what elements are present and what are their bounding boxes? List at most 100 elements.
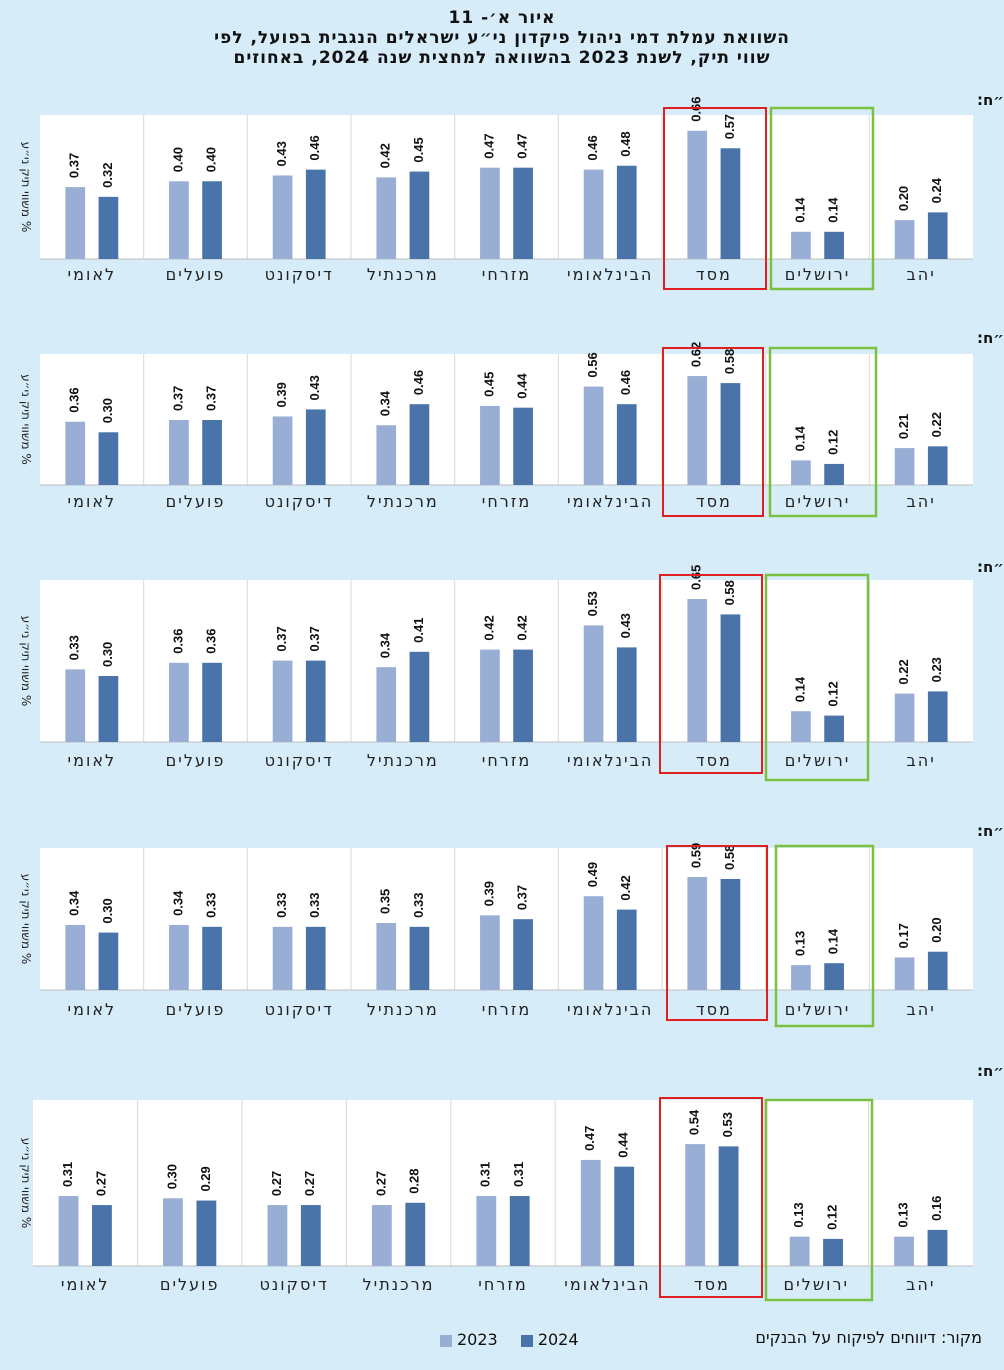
data-label-2024: 0.58 <box>722 580 737 605</box>
category-label: הבינלאומי <box>567 265 653 284</box>
data-label-2023: 0.14 <box>792 676 807 702</box>
data-label-2023: 0.22 <box>896 659 911 684</box>
data-label-2024: 0.48 <box>618 131 633 156</box>
data-label-2023: 0.36 <box>67 387 82 412</box>
bar-2023 <box>65 187 86 259</box>
bar-2023 <box>267 1205 288 1266</box>
panel-title: שווי תיק ני״ע בין 50 ל- 75 א׳ ש״ח: <box>977 329 1004 347</box>
bar-2023 <box>272 660 293 742</box>
bar-2024 <box>98 432 119 485</box>
plot-area <box>40 354 973 485</box>
data-label-2024: 0.58 <box>722 845 737 870</box>
data-label-2024: 0.44 <box>616 1132 631 1158</box>
bar-2024 <box>405 1202 426 1266</box>
bar-2023 <box>583 386 604 485</box>
data-label-2024: 0.14 <box>826 928 841 954</box>
data-label-2023: 0.59 <box>689 843 704 868</box>
data-label-2024: 0.12 <box>826 681 841 706</box>
data-label-2024: 0.57 <box>722 114 737 139</box>
data-label-2023: 0.47 <box>582 1126 597 1151</box>
category-label: דיסקונט <box>265 751 334 770</box>
bar-2023 <box>687 599 708 742</box>
bar-2023 <box>58 1196 79 1266</box>
category-label: הבינלאומי <box>567 751 653 770</box>
legend-label-2023: 2023 <box>457 1330 498 1349</box>
bar-2024 <box>927 212 948 259</box>
bar-2024 <box>513 167 533 259</box>
bar-2024 <box>98 676 119 742</box>
bar-2023 <box>687 130 708 259</box>
data-label-2023: 0.34 <box>67 890 82 916</box>
highlight-box-jerusalem <box>774 844 875 1028</box>
highlight-box-masad <box>666 845 768 1021</box>
data-label-2023: 0.37 <box>67 153 82 178</box>
bar-2023 <box>169 924 189 990</box>
bar-2024 <box>616 909 637 990</box>
data-label-2023: 0.13 <box>792 931 807 956</box>
data-label-2024: 0.30 <box>100 642 115 667</box>
bar-2024 <box>513 649 533 742</box>
bar-2023 <box>169 181 189 259</box>
data-label-2024: 0.33 <box>411 893 426 918</box>
plot-area <box>40 580 973 742</box>
data-label-2024: 0.37 <box>307 626 322 651</box>
bar-2024 <box>824 463 844 485</box>
category-label: דיסקונט <box>265 1000 334 1019</box>
bar-2024 <box>98 196 119 259</box>
data-label-2024: 0.30 <box>100 898 115 923</box>
bar-2024 <box>509 1196 530 1266</box>
bar-2023 <box>791 711 811 742</box>
bar-2024 <box>616 165 637 259</box>
data-label-2024: 0.16 <box>929 1196 944 1221</box>
bar-2024 <box>98 932 119 990</box>
data-label-2023: 0.27 <box>373 1171 388 1196</box>
data-label-2023: 0.42 <box>481 615 496 640</box>
bar-2024 <box>824 231 844 259</box>
data-label-2023: 0.39 <box>481 881 496 906</box>
bar-2023 <box>376 923 397 990</box>
data-label-2024: 0.58 <box>722 349 737 374</box>
bar-2024 <box>409 926 430 990</box>
data-label-2023: 0.53 <box>585 591 600 616</box>
highlight-box-jerusalem <box>764 573 870 782</box>
data-label-2023: 0.34 <box>378 632 393 658</box>
category-label: מזרחי <box>478 1275 527 1294</box>
data-label-2024: 0.33 <box>307 893 322 918</box>
bar-2024 <box>927 1229 948 1266</box>
data-label-2023: 0.37 <box>170 386 185 411</box>
category-label: דיסקונט <box>265 265 334 284</box>
data-label-2024: 0.12 <box>824 1205 839 1230</box>
data-label-2023: 0.13 <box>896 1202 911 1227</box>
plot-area <box>33 1100 973 1266</box>
data-label-2024: 0.12 <box>826 430 841 455</box>
bar-2024 <box>720 383 741 485</box>
data-label-2024: 0.37 <box>515 885 530 910</box>
category-label: פועלים <box>160 1275 220 1294</box>
data-label-2023: 0.42 <box>378 143 393 168</box>
highlight-box-masad <box>662 347 764 517</box>
data-label-2023: 0.33 <box>274 893 289 918</box>
plot-area <box>40 115 973 259</box>
data-label-2024: 0.37 <box>204 386 219 411</box>
category-label: דיסקונט <box>265 492 334 511</box>
category-label: פועלים <box>166 1000 226 1019</box>
bar-2023 <box>894 220 915 259</box>
bar-2023 <box>376 667 397 742</box>
category-label: מרכנתיל <box>367 492 439 511</box>
category-label: הבינלאומי <box>567 492 653 511</box>
bar-2024 <box>305 660 326 742</box>
data-label-2024: 0.22 <box>929 412 944 437</box>
bar-2023 <box>583 625 604 742</box>
data-label-2024: 0.47 <box>515 133 530 158</box>
data-label-2023: 0.31 <box>60 1162 75 1187</box>
bar-2024 <box>409 404 430 485</box>
legend-item-2024: 2024 <box>520 1330 579 1349</box>
y-axis-label: % משווי תיק ני״ע <box>19 142 33 233</box>
data-label-2024: 0.53 <box>720 1112 735 1137</box>
bar-2024 <box>202 662 222 742</box>
bar-2024 <box>614 1166 635 1266</box>
category-label: ירושלים <box>784 1275 850 1294</box>
category-label: יהב <box>907 265 936 284</box>
category-label: פועלים <box>166 265 226 284</box>
bar-2023 <box>480 649 500 742</box>
